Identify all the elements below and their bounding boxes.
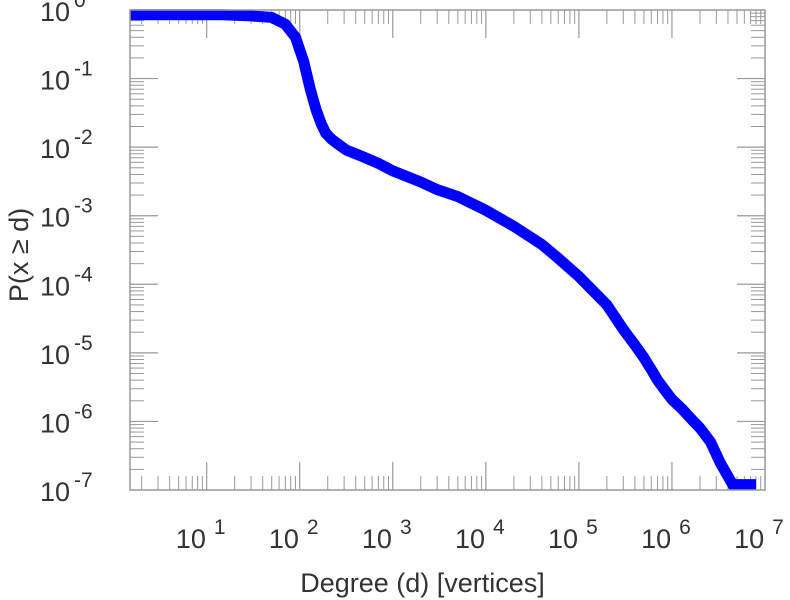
minor-ticks xyxy=(130,10,765,490)
plot-frame xyxy=(129,9,766,491)
major-ticks xyxy=(130,10,765,490)
x-tick-label: 10 2 xyxy=(269,516,319,554)
x-tick-label: 10 4 xyxy=(455,516,505,554)
y-tick-label: 10 -2 xyxy=(40,126,93,164)
x-tick-label: 10 5 xyxy=(548,516,598,554)
x-tick-labels: 10 1 10 2 10 3 10 4 10 5 10 6 10 7 xyxy=(176,516,784,554)
y-tick-label: 10 -6 xyxy=(40,400,93,438)
x-tick-label: 10 3 xyxy=(362,516,412,554)
y-tick-label: 10 -7 xyxy=(40,469,93,507)
series-layer xyxy=(130,9,756,491)
y-tick-label: 10 -1 xyxy=(40,58,93,96)
y-tick-label: 10 -4 xyxy=(40,263,93,301)
x-tick-label: 10 7 xyxy=(734,516,784,554)
x-tick-label: 10 6 xyxy=(641,516,691,554)
y-tick-label: 10 0 xyxy=(40,0,86,27)
y-tick-label: 10 -3 xyxy=(40,195,93,233)
x-tick-label: 10 1 xyxy=(176,516,226,554)
y-tick-label: 10 -5 xyxy=(40,332,93,370)
y-axis-label: P(x ≥ d) xyxy=(4,208,34,302)
series-line-0 xyxy=(130,9,756,491)
x-axis-label: Degree (d) [vertices] xyxy=(300,568,545,598)
